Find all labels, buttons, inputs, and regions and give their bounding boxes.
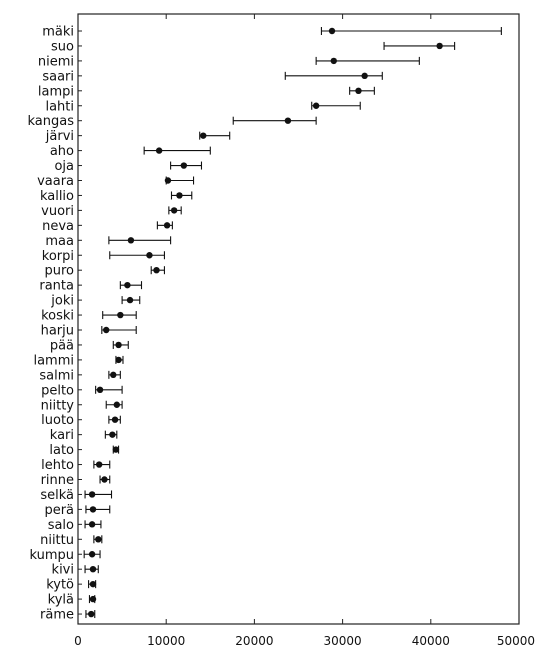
data-point — [88, 610, 95, 618]
data-point — [89, 595, 97, 603]
category-label: pää — [50, 338, 74, 353]
data-point — [88, 521, 96, 528]
category-label: kari — [50, 428, 74, 443]
category-label: lato — [49, 443, 74, 458]
category-label: kylä — [48, 593, 74, 608]
category-label: kytö — [46, 578, 74, 593]
category-label: joki — [50, 294, 74, 309]
category-label: aho — [50, 144, 74, 159]
category-label: suo — [51, 39, 74, 54]
data-point — [180, 162, 188, 169]
data-point — [110, 371, 117, 379]
data-point — [170, 207, 178, 214]
category-label: ranta — [39, 279, 74, 294]
data-point — [112, 446, 120, 453]
x-axis-ticks: 0 10000 20000 30000 40000 50000 — [74, 14, 535, 648]
category-label: salmi — [39, 368, 74, 383]
data-point — [95, 536, 102, 543]
category-label: järvi — [45, 129, 74, 144]
category-label: rinne — [41, 473, 74, 488]
category-label: maa — [45, 234, 74, 249]
category-label: kumpu — [29, 548, 74, 563]
x-tick-label: 50000 — [497, 634, 535, 648]
data-point — [312, 102, 320, 109]
category-label: neva — [42, 219, 74, 234]
category-label: koski — [41, 309, 74, 324]
category-label: niittu — [40, 533, 74, 548]
category-label: pelto — [41, 383, 74, 398]
data-point — [95, 461, 103, 468]
data-point — [146, 252, 153, 259]
plot-frame — [77, 13, 520, 625]
x-tick-label: 40000 — [412, 634, 450, 648]
data-point — [115, 356, 122, 364]
data-point — [155, 147, 163, 154]
category-label: vuori — [41, 204, 74, 219]
x-tick-label: 10000 — [147, 634, 185, 648]
category-label: niemi — [38, 54, 74, 69]
category-label: niitty — [41, 398, 75, 413]
category-label: lehto — [41, 458, 74, 473]
category-label: puro — [44, 264, 74, 279]
data-point — [126, 296, 134, 304]
data-point — [153, 267, 160, 274]
category-label: mäki — [42, 25, 74, 40]
category-label: luoto — [41, 413, 74, 428]
data-point — [127, 237, 135, 244]
chart-marks — [83, 27, 502, 619]
category-labels: mäkisuoniemisaarilampilahtikangasjärviah… — [28, 25, 82, 623]
data-point — [115, 341, 122, 349]
category-label: kallio — [40, 189, 74, 204]
data-point — [89, 506, 97, 513]
data-point — [124, 281, 131, 289]
category-label: selkä — [40, 488, 74, 503]
category-label: lammi — [33, 353, 74, 368]
data-point — [89, 566, 97, 573]
category-label: kangas — [28, 114, 75, 129]
category-label: oja — [54, 159, 74, 174]
category-label: kivi — [52, 563, 74, 578]
x-tick-label: 30000 — [324, 634, 362, 648]
x-tick-label: 20000 — [235, 634, 273, 648]
data-point — [111, 416, 119, 423]
category-label: korpi — [42, 249, 74, 264]
data-point — [284, 117, 292, 124]
data-point — [328, 27, 336, 35]
category-label: perä — [44, 503, 74, 518]
data-point — [88, 491, 96, 498]
data-point — [103, 326, 110, 334]
data-point — [96, 386, 104, 393]
category-label: lahti — [45, 99, 74, 114]
data-point — [436, 42, 443, 50]
data-point — [89, 580, 97, 588]
category-label: harju — [41, 324, 74, 339]
category-label: saari — [42, 69, 74, 84]
data-point — [355, 87, 362, 95]
category-label: lampi — [38, 84, 74, 99]
x-tick-label: 0 — [74, 634, 82, 648]
data-point — [88, 551, 96, 558]
data-point — [176, 192, 183, 199]
data-point — [109, 431, 116, 438]
category-label: vaara — [37, 174, 74, 189]
data-point — [101, 476, 108, 483]
category-label: salo — [48, 518, 74, 533]
data-point — [330, 57, 337, 65]
data-point — [361, 72, 368, 80]
data-point — [117, 311, 124, 319]
category-label: räme — [40, 608, 74, 623]
data-point — [163, 222, 171, 229]
data-point — [113, 401, 121, 408]
data-point — [200, 132, 207, 139]
data-point — [164, 177, 172, 184]
